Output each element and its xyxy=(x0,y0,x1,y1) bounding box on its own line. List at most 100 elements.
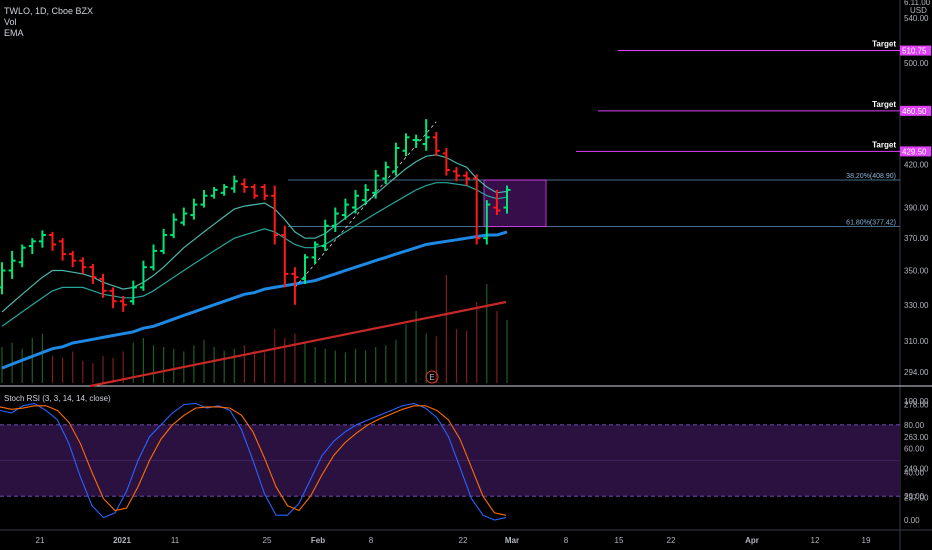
time-axis-label: 21 xyxy=(36,536,45,545)
target-label: Target xyxy=(872,40,896,49)
vol-indicator-label[interactable]: Vol xyxy=(4,17,17,27)
rsi-tick-label: 0.00 xyxy=(904,516,920,525)
stoch-rsi-k-line xyxy=(0,402,507,521)
time-axis-label: 25 xyxy=(263,536,272,545)
symbol-title[interactable]: TWLO, 1D, Cboe BZX xyxy=(4,6,94,16)
ohlc-bar xyxy=(160,228,168,255)
ohlc-bar xyxy=(271,185,279,245)
ohlc-bar xyxy=(291,267,299,305)
ema-indicator-label[interactable]: EMA xyxy=(4,28,24,38)
earnings-marker xyxy=(425,370,439,384)
ohlc-bar xyxy=(59,238,67,261)
ohlc-bar xyxy=(89,263,97,284)
rsi-tick-label: 20.00 xyxy=(904,492,925,501)
time-axis-label: 8 xyxy=(564,536,569,545)
time-axis-label: 22 xyxy=(667,536,676,545)
ohlc-bar xyxy=(331,207,339,232)
ohlc-bar xyxy=(18,244,26,268)
ohlc-bar xyxy=(473,174,481,245)
price-tick-label: 350.00 xyxy=(904,267,929,276)
time-axis-label: 22 xyxy=(459,536,468,545)
ohlc-bar xyxy=(422,119,430,151)
ohlc-bar xyxy=(392,142,400,176)
ohlc-bar xyxy=(362,184,370,205)
ohlc-bar xyxy=(129,280,137,305)
price-tick-label: 420.00 xyxy=(904,160,929,169)
ohlc-bar xyxy=(281,225,289,288)
ohlc-bar xyxy=(240,178,248,193)
time-axis-label: 15 xyxy=(615,536,624,545)
ohlc-bar xyxy=(412,134,420,149)
ohlc-bar xyxy=(230,175,238,193)
ohlc-bar xyxy=(190,198,198,220)
price-tick-label: 294.00 xyxy=(904,368,929,377)
ohlc-bar xyxy=(69,250,77,268)
ohlc-bar xyxy=(180,207,188,226)
price-tick-label: 263.00 xyxy=(904,433,929,442)
ohlc-bar xyxy=(251,184,258,199)
ohlc-bar xyxy=(170,213,178,239)
ohlc-bar xyxy=(8,250,16,279)
ema-line xyxy=(1,154,508,313)
ohlc-bar xyxy=(483,200,491,245)
ema-line xyxy=(1,230,508,370)
rsi-tick-label: 60.00 xyxy=(904,445,925,454)
time-axis-label: 11 xyxy=(171,536,180,545)
time-axis-label: 2021 xyxy=(113,536,131,545)
ohlc-bar xyxy=(372,169,380,199)
ohlc-bar xyxy=(463,171,471,186)
ohlc-bar xyxy=(432,132,440,157)
ohlc-bar xyxy=(0,262,6,295)
ohlc-bar xyxy=(99,273,107,298)
ohlc-bar xyxy=(503,185,511,214)
stoch-rsi-title[interactable]: Stoch RSI (3, 3, 14, 14, close) xyxy=(4,394,111,403)
target-price-value: 460.50 xyxy=(902,107,927,116)
fib-zone-box xyxy=(483,179,547,228)
time-axis-label: 8 xyxy=(369,536,374,545)
time-axis-label: Mar xyxy=(505,536,519,545)
ohlc-bar xyxy=(382,161,390,185)
ohlc-bar xyxy=(311,241,319,264)
ohlc-bar xyxy=(150,244,157,271)
ohlc-bar xyxy=(261,184,269,201)
price-tick-label: 310.00 xyxy=(904,337,929,346)
time-axis-label: Apr xyxy=(745,536,759,545)
price-tick-label: 237.00 xyxy=(904,493,929,502)
ohlc-bar xyxy=(139,260,147,291)
price-tick-label: 330.00 xyxy=(904,301,929,310)
ohlc-bar xyxy=(200,189,208,208)
ohlc-bar xyxy=(493,189,501,216)
ohlc-bar xyxy=(301,254,309,284)
price-tick-label: 278.00 xyxy=(904,401,929,410)
target-price-tag xyxy=(900,105,931,116)
fib-level-label: 61.80%(377.42) xyxy=(846,220,896,227)
price-axis-partial-label: 6.11.00 xyxy=(904,0,931,7)
target-price-tag xyxy=(900,45,931,56)
ohlc-bar xyxy=(321,219,329,251)
ohlc-bar xyxy=(341,198,349,220)
price-tick-label: 390.00 xyxy=(904,204,929,213)
ohlc-bar xyxy=(220,184,228,196)
ohlc-bar xyxy=(352,189,359,214)
volume-ma-line xyxy=(89,300,507,388)
stoch-rsi-d-line xyxy=(0,405,507,516)
price-tick-label: 500.00 xyxy=(904,59,929,68)
time-axis-label: Feb xyxy=(311,536,325,545)
time-axis-label: 12 xyxy=(811,536,820,545)
rsi-tick-label: 80.00 xyxy=(904,421,925,430)
ohlc-bar xyxy=(38,230,46,248)
ohlc-bar xyxy=(442,148,450,176)
price-tick-label: 540.00 xyxy=(904,14,929,23)
ohlc-bar xyxy=(28,238,36,255)
price-tick-label: 249.00 xyxy=(904,465,929,474)
time-axis-label: 19 xyxy=(862,536,871,545)
ohlc-bar xyxy=(210,187,218,199)
target-price-tag xyxy=(900,146,931,157)
target-label: Target xyxy=(872,100,896,109)
ohlc-bar xyxy=(402,133,410,157)
ohlc-bar xyxy=(109,287,117,309)
ohlc-bar xyxy=(453,167,460,182)
target-price-value: 429.50 xyxy=(902,147,927,156)
